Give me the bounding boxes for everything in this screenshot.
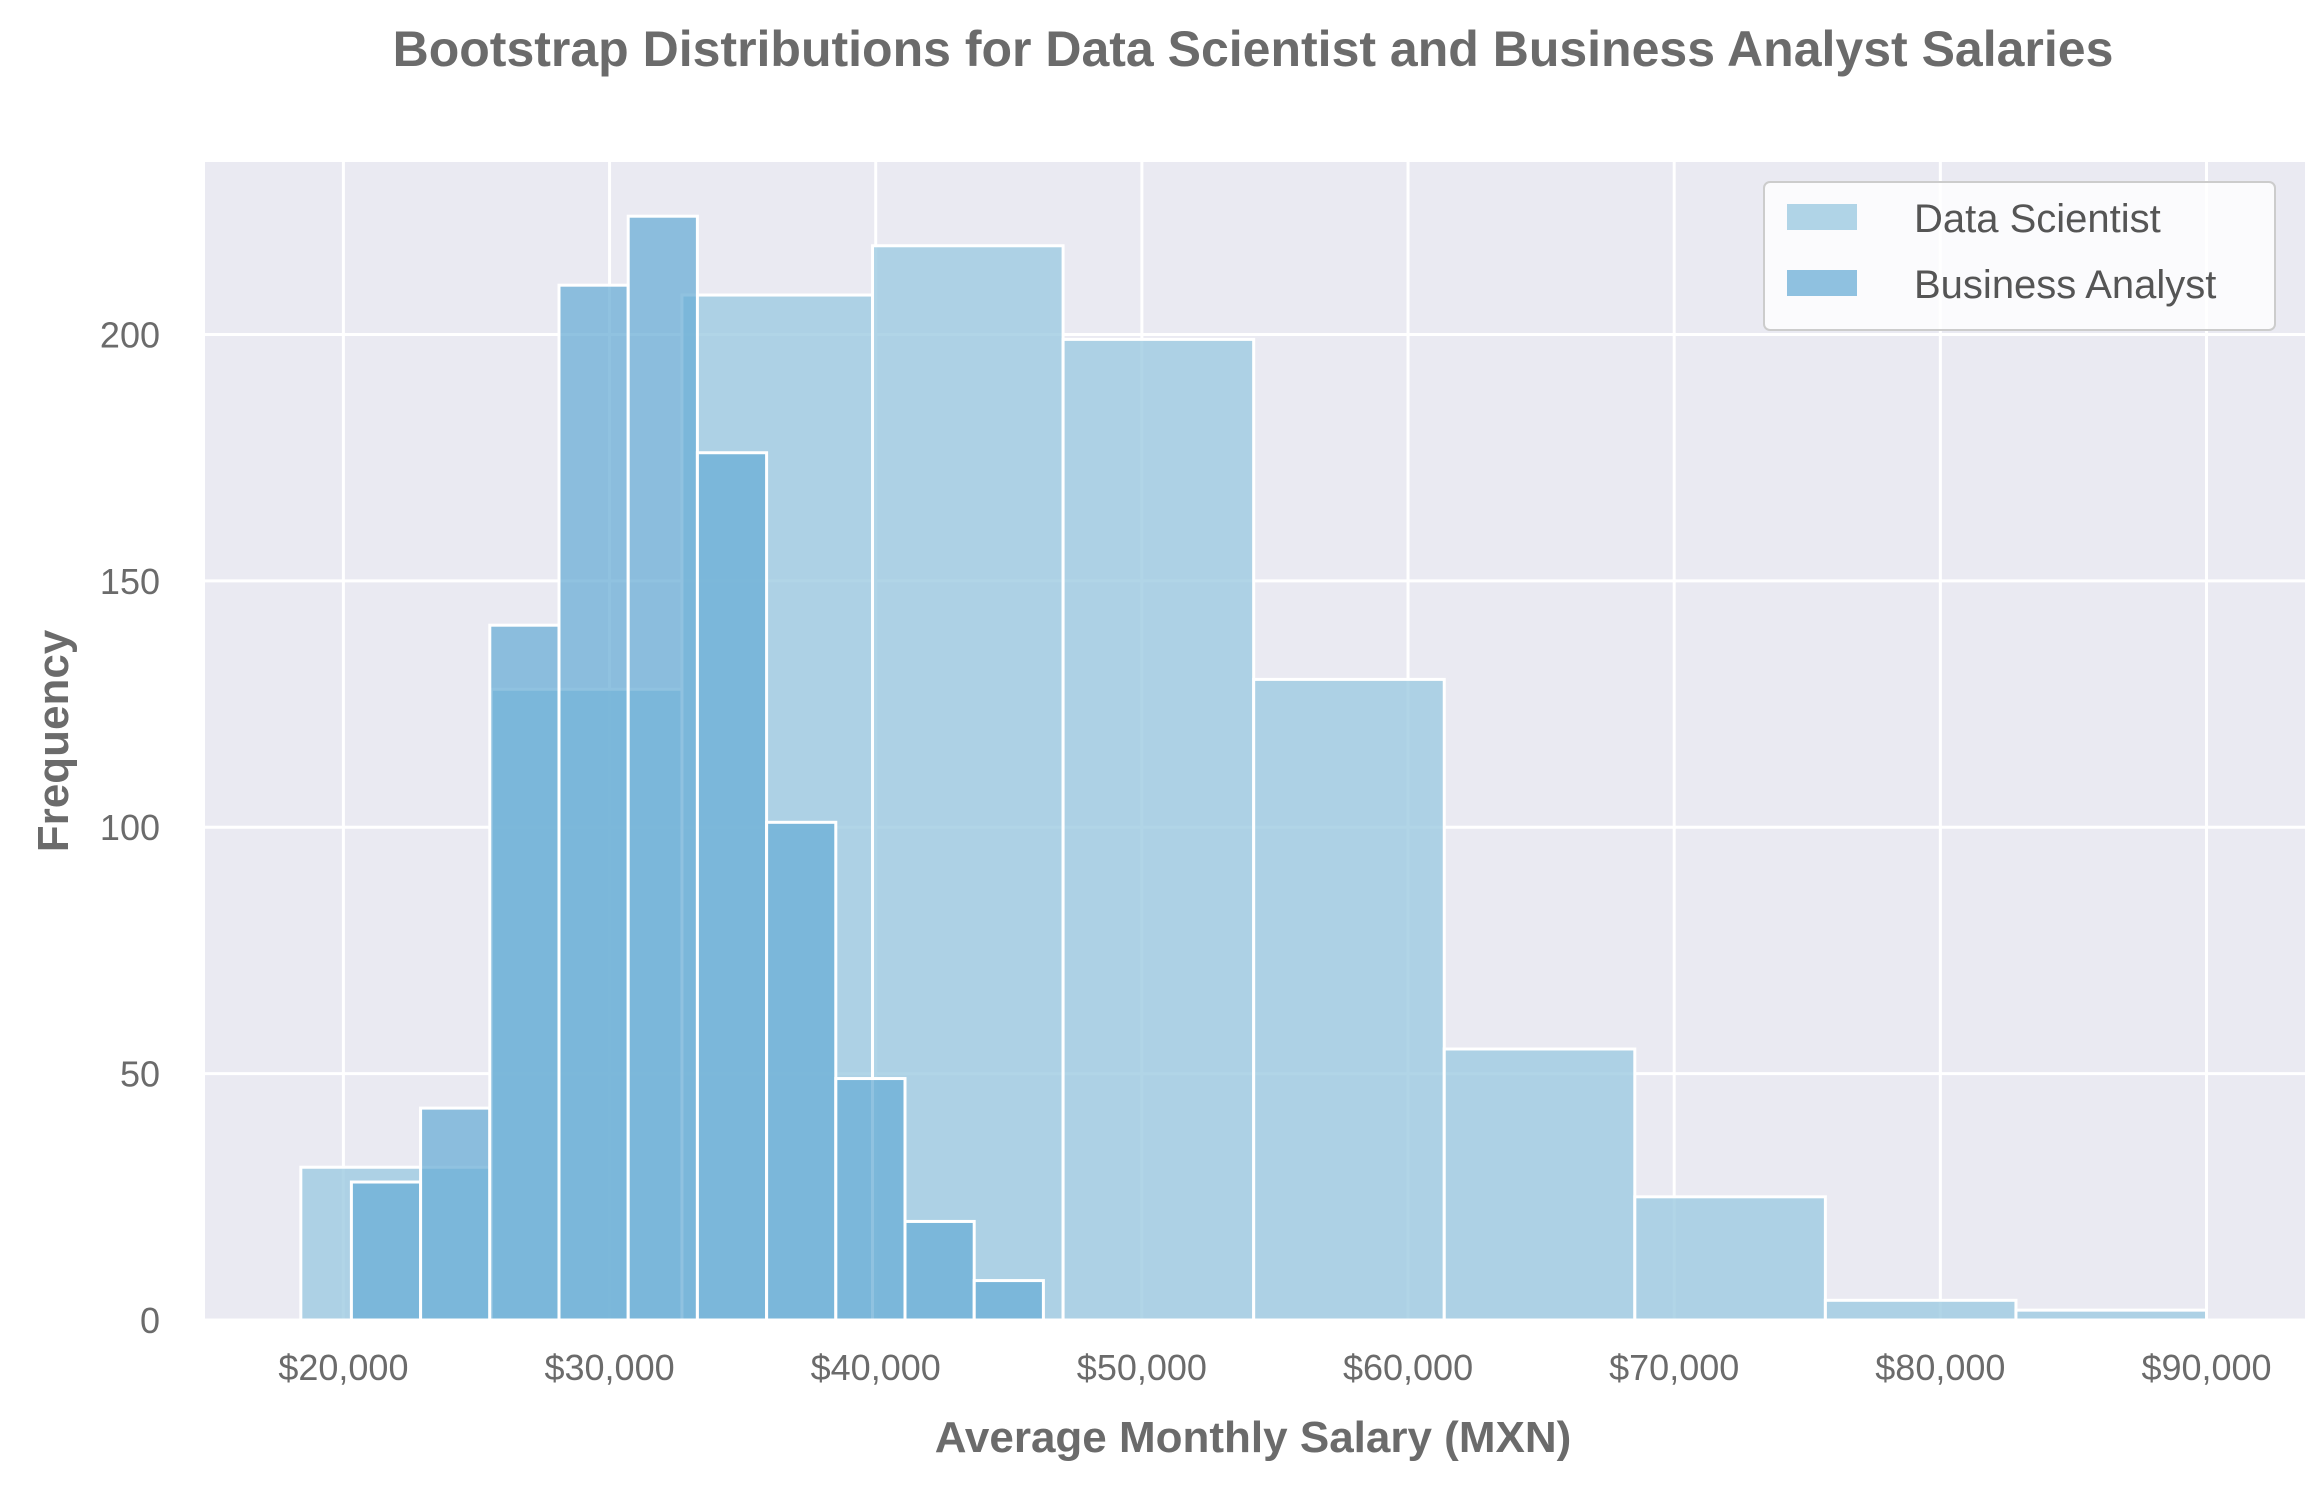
x-tick-label: $60,000 <box>1343 1347 1473 1388</box>
business-analyst-bar <box>419 1106 492 1322</box>
chart-title: Bootstrap Distributions for Data Scienti… <box>393 21 2114 77</box>
legend: Data Scientist Business Analyst <box>1763 181 2276 331</box>
legend-box <box>1763 181 2276 331</box>
legend-label-business-analyst: Business Analyst <box>1914 263 2216 307</box>
x-tick-label: $20,000 <box>278 1347 408 1388</box>
data-scientist-bar <box>1633 1195 1827 1322</box>
y-tick-label: 200 <box>100 314 160 355</box>
y-axis-ticks: 0 50 100 150 200 <box>100 314 160 1341</box>
x-tick-label: $90,000 <box>2141 1347 2271 1388</box>
x-axis-ticks: $20,000 $30,000 $40,000 $50,000 $60,000 $70,0… <box>278 1347 2271 1388</box>
business-analyst-bar <box>626 214 699 1322</box>
y-tick-label: 0 <box>140 1300 160 1341</box>
business-analyst-bar <box>557 283 630 1322</box>
data-scientist-bar <box>1442 1047 1637 1322</box>
data-scientist-bar <box>1061 337 1256 1322</box>
business-analyst-bar <box>972 1279 1045 1322</box>
y-tick-label: 50 <box>120 1054 160 1095</box>
data-scientist-bar <box>2014 1308 2209 1322</box>
data-scientist-bar <box>1823 1298 2018 1322</box>
x-tick-label: $40,000 <box>811 1347 941 1388</box>
x-axis-label: Average Monthly Salary (MXN) <box>935 1413 1572 1462</box>
x-tick-label: $80,000 <box>1875 1347 2005 1388</box>
business-analyst-bar <box>765 820 838 1322</box>
business-analyst-bar <box>349 1180 423 1322</box>
legend-label-data-scientist: Data Scientist <box>1914 197 2161 241</box>
y-tick-label: 150 <box>100 561 160 602</box>
data-scientist-bar <box>1252 677 1446 1322</box>
business-analyst-bar <box>488 623 561 1322</box>
business-analyst-bar <box>834 1077 907 1322</box>
legend-swatch-business-analyst <box>1787 270 1857 296</box>
x-tick-label: $70,000 <box>1609 1347 1739 1388</box>
legend-swatch-data-scientist <box>1787 204 1857 230</box>
y-axis-label: Frequency <box>29 629 78 852</box>
y-tick-label: 100 <box>100 807 160 848</box>
business-analyst-bar <box>695 451 769 1322</box>
business-analyst-bars <box>349 214 1045 1322</box>
business-analyst-bar <box>903 1219 976 1322</box>
x-tick-label: $50,000 <box>1077 1347 1207 1388</box>
x-tick-label: $30,000 <box>544 1347 674 1388</box>
